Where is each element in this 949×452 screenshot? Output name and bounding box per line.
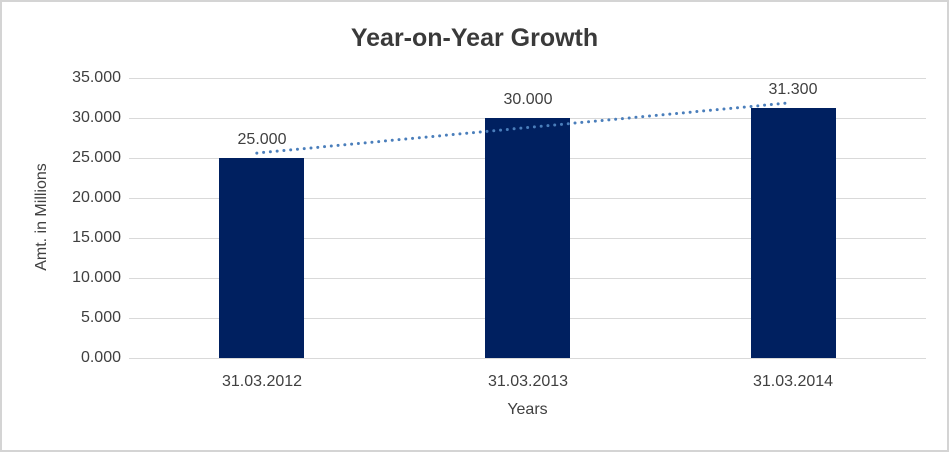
bar-31.03.2014[interactable] xyxy=(751,108,836,358)
x-axis-title: Years xyxy=(507,401,548,418)
bar-31.03.2013[interactable] xyxy=(485,118,570,358)
data-label: 30.000 xyxy=(503,91,553,108)
chart-title: Year-on-Year Growth xyxy=(350,24,599,52)
x-axis-line xyxy=(129,358,926,359)
y-tick-label: 30.000 xyxy=(72,109,121,126)
y-tick-label: 35.000 xyxy=(72,69,121,86)
data-label: 31.300 xyxy=(768,81,818,98)
y-tick-label: 5.000 xyxy=(80,309,121,326)
gridline xyxy=(129,78,926,79)
y-tick-label: 25.000 xyxy=(72,149,121,166)
y-tick-label: 10.000 xyxy=(72,269,121,286)
bar-31.03.2012[interactable] xyxy=(219,158,304,358)
y-tick-label: 15.000 xyxy=(72,229,121,246)
x-category-label: 31.03.2014 xyxy=(752,373,834,390)
x-category-label: 31.03.2013 xyxy=(487,373,569,390)
x-category-label: 31.03.2012 xyxy=(221,373,303,390)
y-tick-label: 0.000 xyxy=(80,349,121,366)
y-axis-title: Amt. in Millions xyxy=(33,163,50,271)
y-tick-label: 20.000 xyxy=(72,189,121,206)
data-label: 25.000 xyxy=(237,131,287,148)
